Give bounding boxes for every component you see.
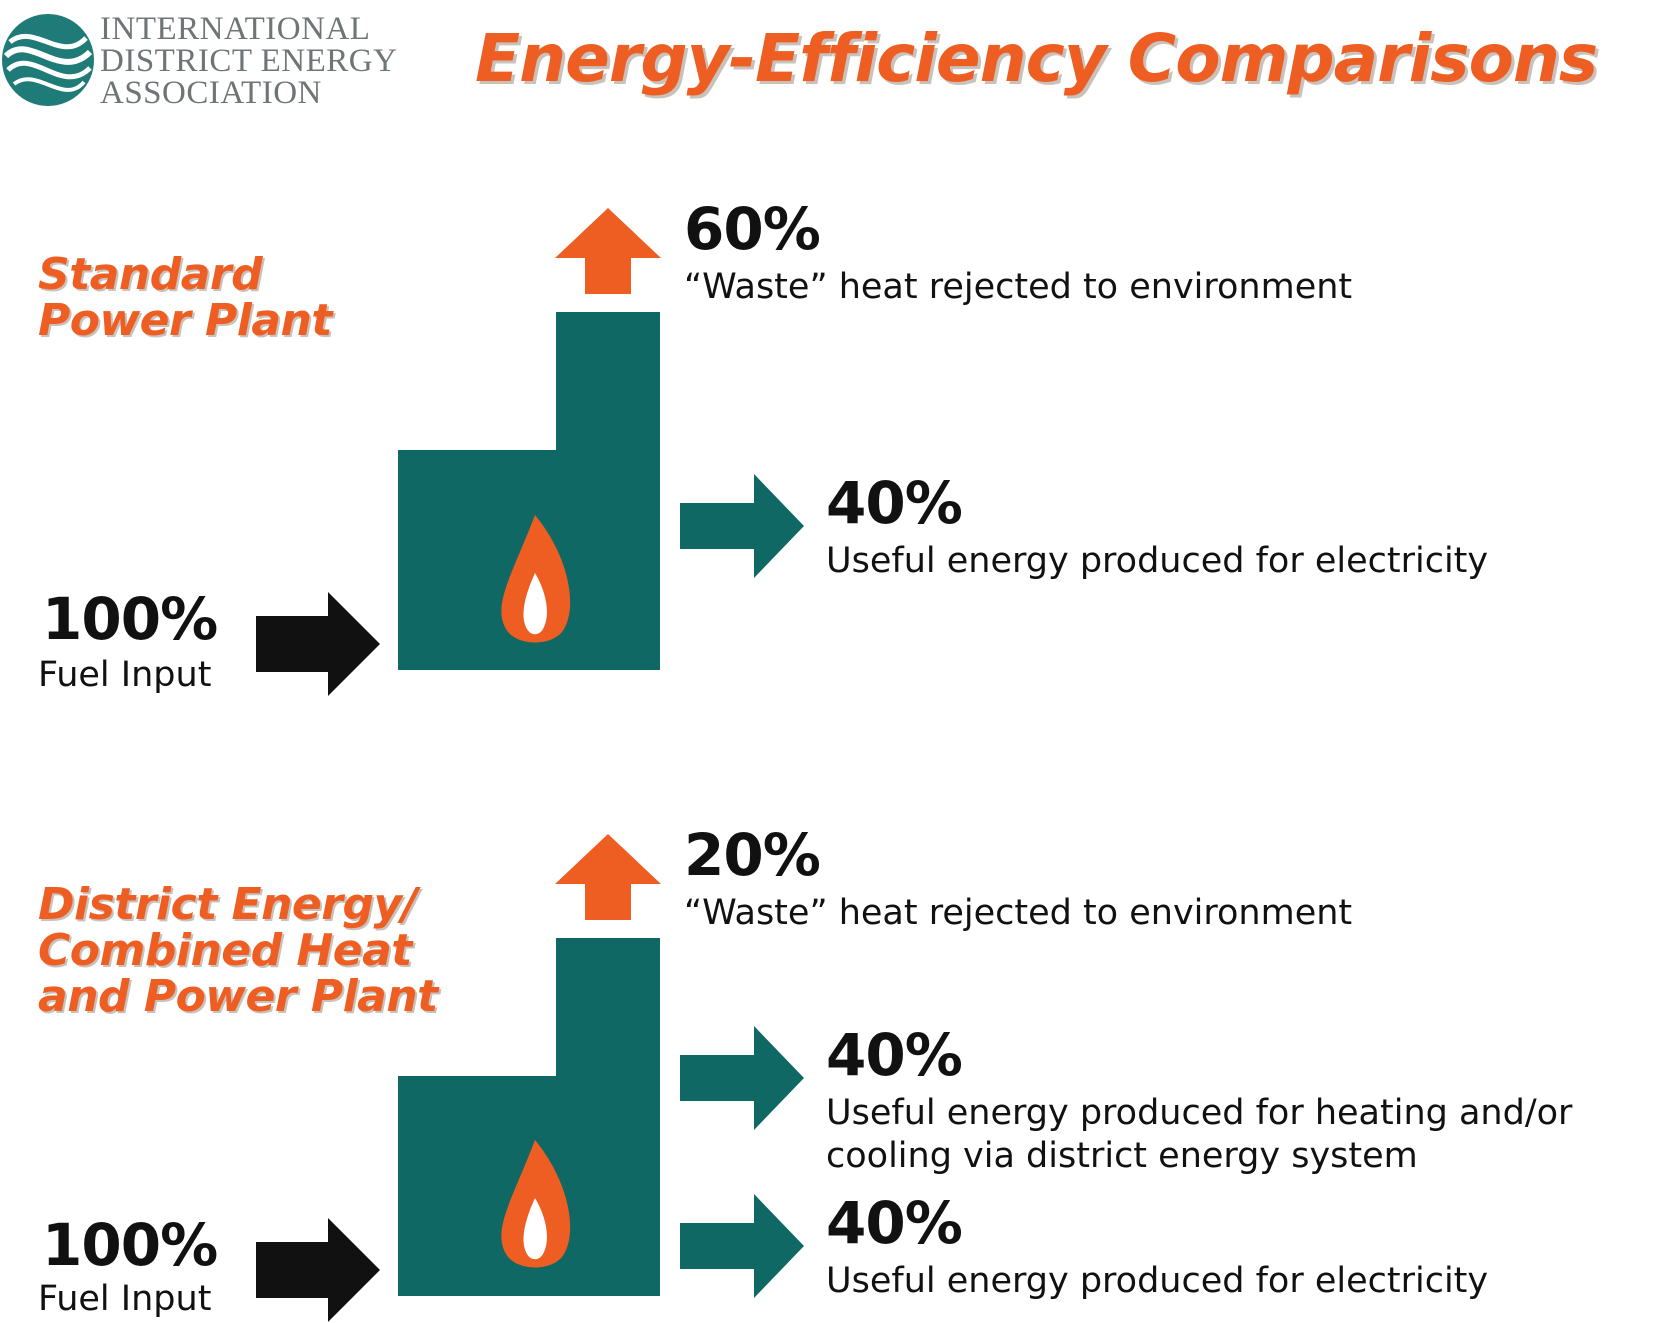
heating-output-arrow-icon: [680, 1026, 804, 1130]
chp-heating-percent: 40%: [826, 1021, 963, 1089]
chp-electricity-percent: 40%: [826, 1189, 963, 1257]
waste-heat-arrow-icon: [555, 834, 661, 920]
chp-heating-label-line-2: cooling via district energy system: [826, 1136, 1418, 1176]
chp-plant-building: [398, 938, 660, 1296]
flame-icon: [501, 1140, 571, 1268]
standard-input-percent: 100%: [42, 585, 218, 653]
chp-input-label: Fuel Input: [38, 1279, 212, 1319]
chp-waste-label: “Waste” heat rejected to environment: [684, 893, 1353, 933]
chp-label-line-1: District Energy/: [38, 879, 418, 930]
standard-electricity-label: Useful energy produced for electricity: [826, 541, 1489, 581]
logo-text-line-1: INTERNATIONAL: [100, 11, 371, 47]
page-title: Energy-Efficiency Comparisons: [475, 20, 1598, 97]
logo-text-line-3: ASSOCIATION: [100, 75, 322, 111]
chp-waste-percent: 20%: [684, 821, 821, 889]
electricity-output-arrow-icon: [680, 474, 804, 578]
standard-label-line-2: Power Plant: [38, 295, 332, 346]
flame-icon: [501, 515, 571, 643]
standard-waste-percent: 60%: [684, 195, 821, 263]
globe-swirl-icon: [2, 14, 94, 106]
standard-label-line-1: Standard: [38, 249, 263, 300]
fuel-input-arrow-icon: [256, 592, 380, 696]
chp-heating-label-line-1: Useful energy produced for heating and/o…: [826, 1093, 1573, 1133]
standard-electricity-percent: 40%: [826, 469, 963, 537]
chp-electricity-label: Useful energy produced for electricity: [826, 1261, 1489, 1301]
chp-label-line-3: and Power Plant: [38, 971, 438, 1022]
standard-input-label: Fuel Input: [38, 655, 212, 695]
fuel-input-arrow-icon: [256, 1218, 380, 1322]
standard-plant-label: Standard Power Plant: [38, 252, 332, 344]
waste-heat-arrow-icon: [555, 208, 661, 294]
chp-label-line-2: Combined Heat: [38, 925, 412, 976]
electricity-output-arrow-icon: [680, 1194, 804, 1298]
standard-plant-building: [398, 312, 660, 670]
chp-plant-label: District Energy/ Combined Heat and Power…: [38, 882, 438, 1020]
ideaa-logo: INTERNATIONAL DISTRICT ENERGY ASSOCIATIO…: [0, 12, 400, 112]
chp-input-percent: 100%: [42, 1211, 218, 1279]
standard-waste-label: “Waste” heat rejected to environment: [684, 267, 1353, 307]
logo-text-line-2: DISTRICT ENERGY: [100, 43, 398, 79]
